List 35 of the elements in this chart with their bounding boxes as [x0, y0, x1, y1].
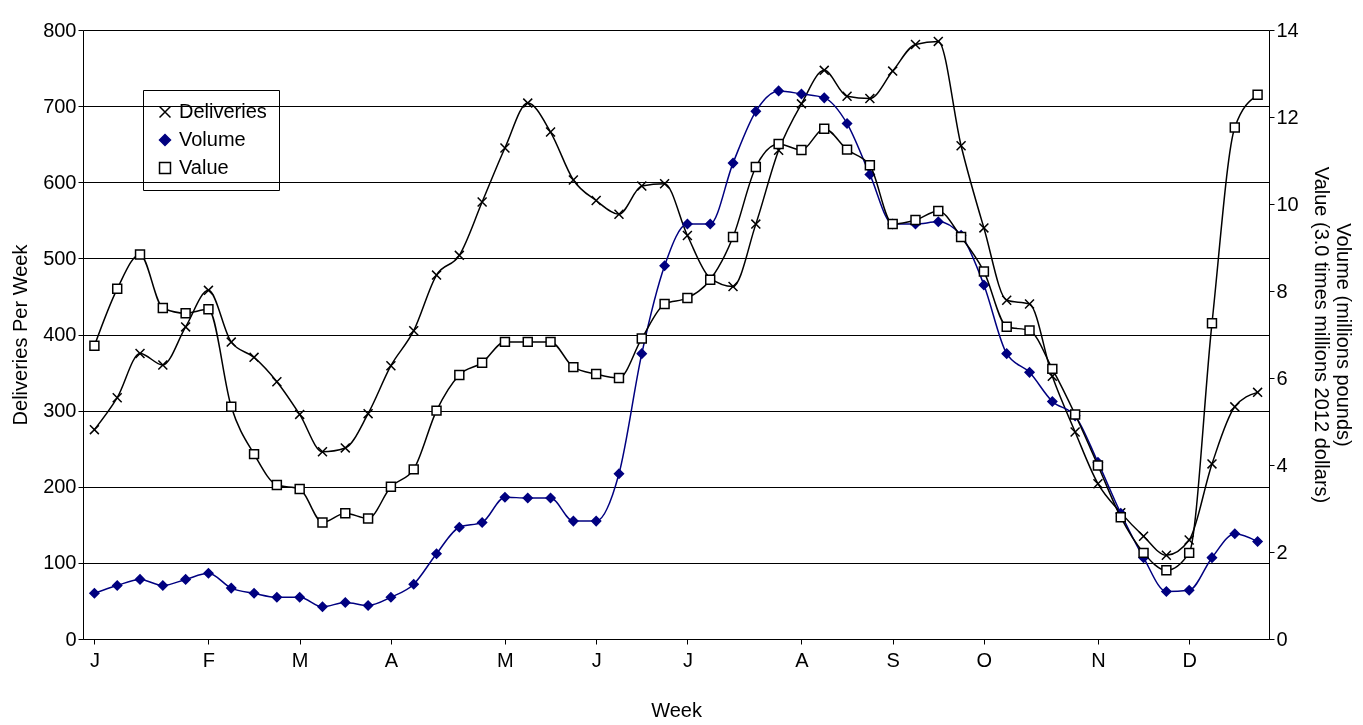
- x-tick-label: J: [89, 648, 100, 671]
- y2-tick-label: 2: [1276, 540, 1288, 563]
- y-tick-label: 500: [43, 246, 77, 269]
- x-tick-label: M: [497, 648, 514, 671]
- y2-tick-label: 8: [1276, 279, 1288, 302]
- y-tick-label: 200: [43, 475, 77, 498]
- y-tick-label: 100: [43, 551, 77, 574]
- y-tick-label: 400: [43, 323, 77, 345]
- x-axis-title: Week: [651, 698, 703, 721]
- x-tick-label: M: [291, 648, 309, 671]
- legend-label: Volume: [179, 128, 246, 150]
- y2-tick-label: 6: [1276, 366, 1288, 389]
- y2-tick-label: 12: [1276, 105, 1299, 128]
- x-tick-label: J: [591, 648, 602, 671]
- y2-tick-label: 0: [1276, 627, 1288, 650]
- y-tick-label: 300: [43, 399, 77, 422]
- x-tick-label: D: [1182, 648, 1197, 671]
- x-tick-label: A: [795, 648, 810, 671]
- x-tick-label: A: [384, 648, 399, 671]
- legend-label: Value: [179, 156, 229, 178]
- y2-tick-label: 14: [1276, 18, 1299, 41]
- y2-axis-title: Volume (millions pounds) Value (3.0 times millions 2012 dollars): [1310, 166, 1355, 504]
- x-tick-label: O: [976, 648, 993, 671]
- x-tick-label: S: [886, 648, 900, 671]
- y2-tick-label: 4: [1276, 453, 1288, 476]
- legend-label: Deliveries: [179, 100, 267, 122]
- y-tick-label: 700: [43, 94, 77, 117]
- x-tick-label: N: [1091, 648, 1106, 671]
- x-tick-label: F: [202, 648, 216, 671]
- y2-tick-label: 10: [1276, 192, 1299, 215]
- y-tick-label: 0: [65, 627, 77, 650]
- y-tick-label: 800: [43, 18, 77, 41]
- x-tick-label: J: [682, 648, 693, 671]
- y-axis-title: Deliveries Per Week: [9, 243, 32, 426]
- y-tick-label: 600: [43, 170, 77, 193]
